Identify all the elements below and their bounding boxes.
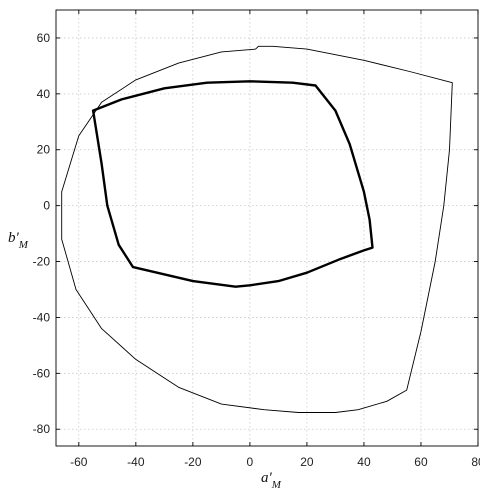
x-tick-label-5: 40 [357,455,371,469]
y-tick-label-4: 0 [43,199,50,213]
y-tick-label-5: 20 [37,143,51,157]
x-tick-label-1: -40 [127,455,145,469]
y-axis-label-main: b' [8,230,20,246]
y-tick-label-1: -60 [33,366,51,380]
x-tick-label-0: -60 [70,455,88,469]
x-tick-label-6: 60 [414,455,428,469]
y-tick-label-7: 60 [37,31,51,45]
x-axis-label-sub: M [271,479,282,491]
plot-frame [55,9,479,447]
x-tick-label-3: 0 [247,455,254,469]
x-axis-label: a'M [261,470,282,491]
series-line-0-thin [61,45,453,413]
y-tick-label-0: -80 [33,422,51,436]
x-tick-label-2: -20 [184,455,202,469]
y-tick-label-6: 40 [37,87,51,101]
x-axis-label-main: a' [261,470,273,486]
grid [56,10,479,446]
y-axis-label-sub: M [18,239,29,251]
y-tick-label-3: -20 [33,255,51,269]
y-axis-label: b'M [8,230,29,251]
ticks-layer [56,10,479,446]
series-layer [61,45,453,413]
y-tick-label-2: -40 [33,310,51,324]
x-tick-label-7: 80 [471,455,480,469]
x-tick-label-4: 20 [300,455,314,469]
series-line-1-thick [91,80,374,288]
tick-labels-layer: -60 -40 -20 0 20 40 60 80 -80 -60 -40 -20 0 20 40 60 [33,31,480,469]
